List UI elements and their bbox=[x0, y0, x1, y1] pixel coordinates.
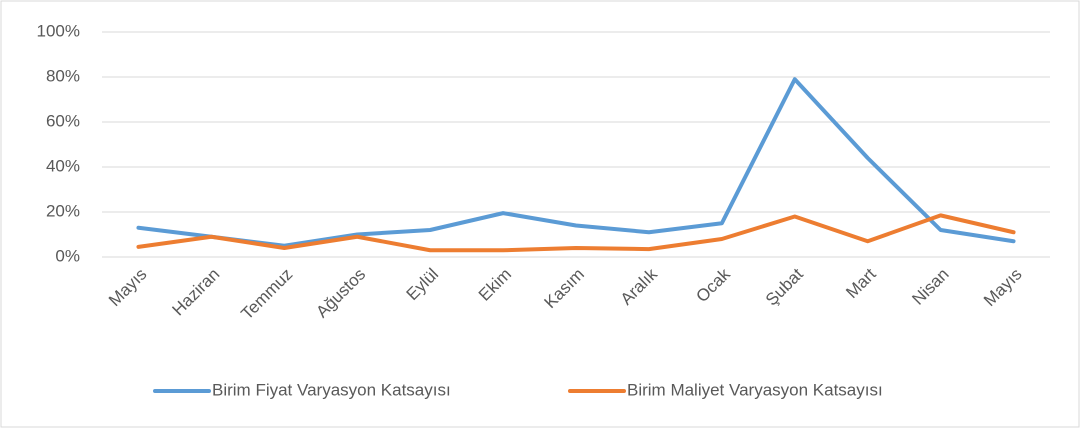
y-tick-label: 0% bbox=[55, 246, 80, 265]
line-series bbox=[136, 77, 1016, 248]
line-series bbox=[136, 213, 1016, 253]
y-tick-label: 80% bbox=[46, 66, 80, 85]
y-tick-label: 20% bbox=[46, 201, 80, 220]
legend-label: Birim Fiyat Varyasyon Katsayısı bbox=[212, 380, 451, 399]
y-tick-label: 60% bbox=[46, 111, 80, 130]
y-tick-label: 100% bbox=[37, 21, 80, 40]
legend-label: Birim Maliyet Varyasyon Katsayısı bbox=[627, 380, 883, 399]
y-tick-label: 40% bbox=[46, 156, 80, 175]
